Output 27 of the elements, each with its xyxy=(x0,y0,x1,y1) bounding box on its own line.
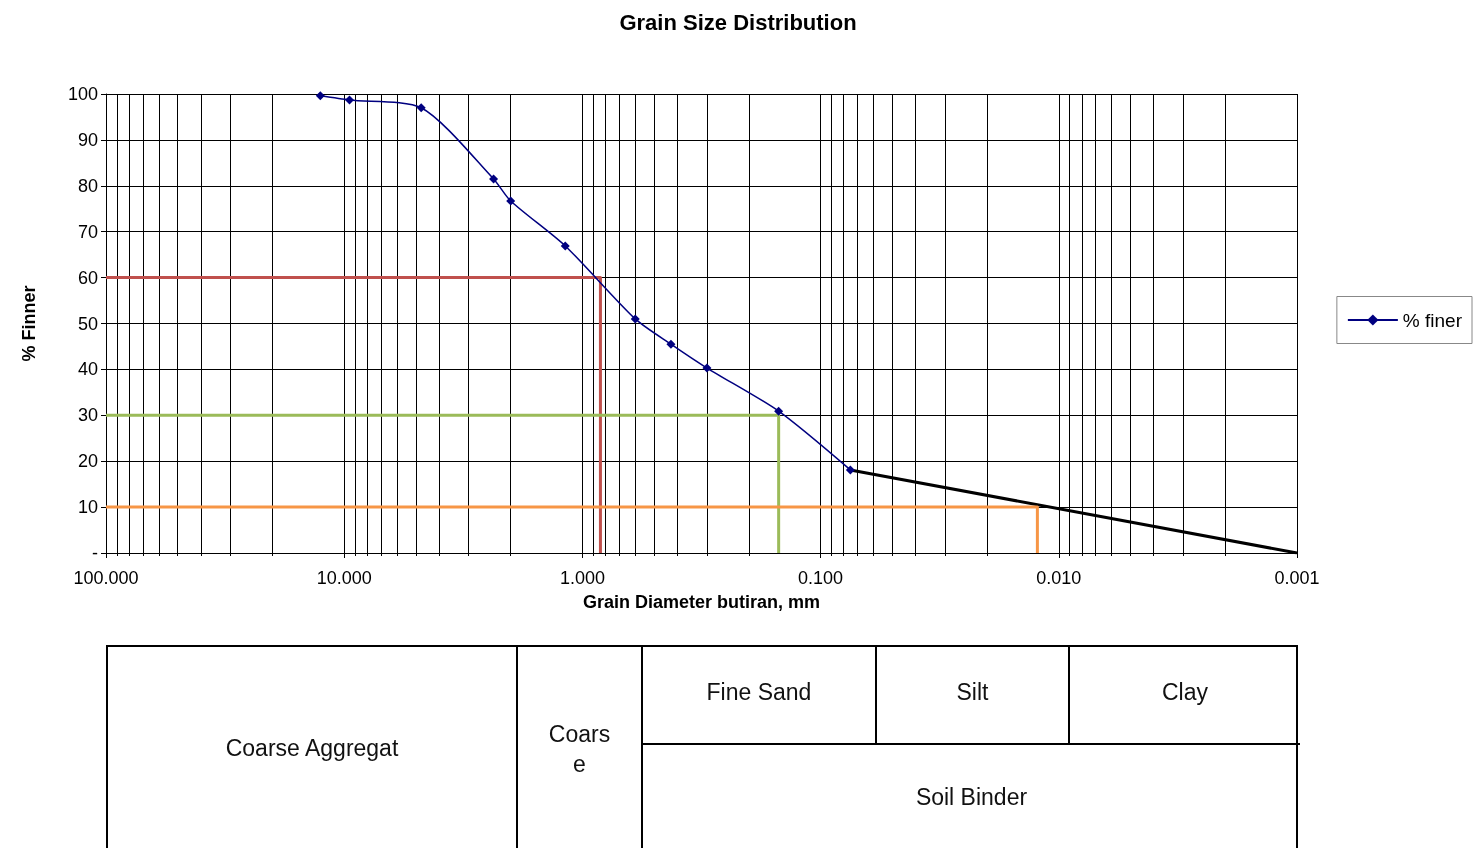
y-tick-label: 90 xyxy=(77,129,98,150)
x-tick-label: 100.000 xyxy=(73,568,139,588)
y-tick-label: 40 xyxy=(77,359,98,380)
text: Fine Sand xyxy=(706,679,812,706)
y-tick-label: 10 xyxy=(77,497,98,518)
x-axis-title: Grain Diameter butiran, mm xyxy=(582,592,821,612)
text: Silt xyxy=(956,679,989,706)
y-tick-label: 60 xyxy=(77,267,98,288)
text: Coarse Aggregat xyxy=(225,735,399,762)
y-axis-title: % Finner xyxy=(19,285,39,362)
y-tick-label: 30 xyxy=(77,405,98,426)
x-tick-label: 0.100 xyxy=(798,568,844,588)
x-tick-label: 0.010 xyxy=(1036,568,1082,588)
x-tick-label: 1.000 xyxy=(559,568,605,588)
text: Soil Binder xyxy=(915,784,1028,811)
text: Clay xyxy=(1161,679,1208,706)
x-tick-label: 10.000 xyxy=(316,568,372,588)
text: Coarse xyxy=(547,719,612,779)
y-tick-label: 20 xyxy=(77,451,98,472)
y-tick-label: 50 xyxy=(77,313,98,334)
y-tick-label: 100 xyxy=(67,84,98,104)
y-tick-label: - xyxy=(92,543,98,563)
legend-label: % finer xyxy=(1402,309,1463,331)
x-tick-label: 0.001 xyxy=(1274,568,1320,588)
y-tick-label: 70 xyxy=(77,221,98,242)
chart-title: Grain Size Distribution xyxy=(619,9,857,35)
y-tick-label: 80 xyxy=(77,175,98,196)
